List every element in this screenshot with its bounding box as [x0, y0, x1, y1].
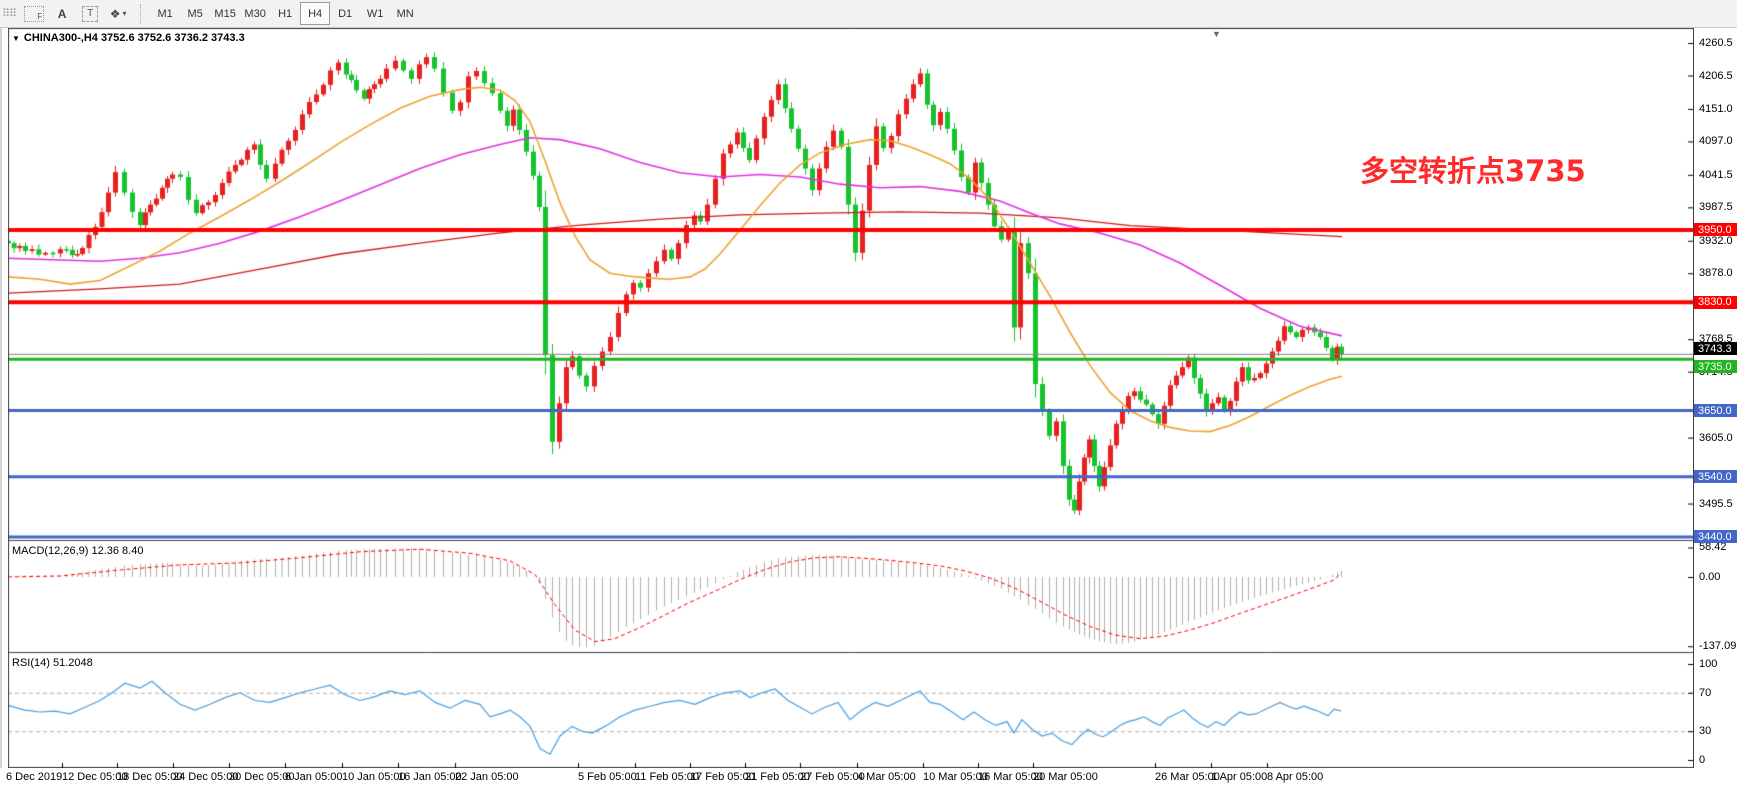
time-axis[interactable]: 6 Dec 2019 12 Dec 05:00 18 Dec 05:00 24 Dec…	[0, 768, 1737, 792]
rsi-tick-label: 30	[1699, 725, 1712, 738]
toolbar-drag-handle-icon[interactable]: ⠿⠿	[2, 8, 17, 20]
price-tick-label: 4097.0	[1699, 135, 1733, 148]
chart-left-frame	[0, 28, 8, 768]
level-price-label-3650.0: 3650.0	[1694, 404, 1737, 418]
price-tick-label: 3987.5	[1699, 201, 1733, 214]
text-label-a-icon[interactable]: A	[57, 6, 67, 21]
timeframe-button-m15[interactable]: M15	[214, 7, 236, 20]
macd-tick-label: 0.00	[1699, 571, 1721, 583]
timeframe-button-m30[interactable]: M30	[244, 7, 266, 20]
date-tick-label: 6 Jan 05:00	[285, 771, 343, 783]
date-tick-label: 27 Feb 05:00	[800, 771, 865, 783]
date-tick-label: 6 Dec 2019	[6, 771, 63, 783]
level-price-label-3540.0: 3540.0	[1694, 470, 1737, 484]
price-tick-label: 4260.5	[1699, 37, 1733, 49]
date-tick-label: 16 Mar 05:00	[978, 771, 1043, 783]
macd-indicator-label: MACD(12,26,9) 12.36 8.40	[12, 545, 144, 557]
symbol-ohlc-text: CHINA300-,H4 3752.6 3752.6 3736.2 3743.3	[23, 32, 245, 44]
toolbar-separator	[140, 3, 142, 24]
price-tick-label: 3768.5	[1699, 333, 1733, 346]
date-tick-label: 22 Jan 05:00	[455, 771, 519, 783]
level-price-label-3950.0: 3950.0	[1694, 223, 1737, 237]
price-tick-label: 3932.0	[1699, 234, 1733, 247]
date-tick-label: 10 Mar 05:00	[923, 771, 988, 783]
chart-title[interactable]: ▼ CHINA300-,H4 3752.6 3752.6 3736.2 3743.…	[12, 32, 245, 44]
grid-f-icon[interactable]: F	[24, 5, 45, 22]
date-tick-label: 30 Dec 05:00	[229, 771, 295, 783]
date-tick-label: 8 Apr 05:00	[1267, 771, 1324, 783]
macd-tick-label: 58.42	[1699, 541, 1727, 554]
price-tick-label: 4041.5	[1699, 168, 1733, 181]
symbol-dropdown-icon[interactable]: ▼	[12, 34, 20, 43]
price-tick-label: 3605.0	[1699, 431, 1733, 444]
timeframe-button-d1[interactable]: D1	[338, 7, 353, 20]
timeframe-button-mn[interactable]: MN	[396, 7, 414, 20]
rsi-tick-label: 70	[1699, 686, 1712, 699]
rsi-tick-label: 100	[1699, 658, 1718, 670]
date-tick-label: 17 Feb 05:00	[690, 771, 755, 783]
timeframe-button-h4[interactable]: H4	[300, 2, 331, 25]
date-tick-label: 4 Mar 05:00	[857, 771, 916, 783]
chart-shift-marker-icon[interactable]: ▼	[1212, 29, 1221, 39]
date-tick-label: 12 Dec 05:00	[62, 771, 128, 783]
chart-style-button[interactable]: ❖ ▾	[106, 2, 130, 26]
timeframe-button-w1[interactable]: W1	[366, 7, 384, 20]
date-tick-label: 26 Mar 05:00	[1155, 771, 1220, 783]
timeframe-group: M1 M5 M15 M30 H1 H4 D1 W1 MN	[150, 2, 420, 25]
chevron-down-icon: ▾	[122, 9, 127, 18]
bull-bear-pivot-annotation: 多空转折点3735	[1360, 154, 1586, 188]
price-tick-label: 3495.5	[1699, 497, 1733, 510]
timeframe-button-m5[interactable]: M5	[187, 7, 203, 20]
macd-tick-label: -137.09	[1699, 640, 1737, 653]
level-price-label-3440.0: 3440.0	[1694, 530, 1737, 544]
timeframe-button-m1[interactable]: M1	[157, 7, 173, 20]
price-tick-label: 4151.0	[1699, 102, 1733, 115]
price-tick-label: 4206.5	[1699, 69, 1733, 82]
level-price-label-3735.0: 3735.0	[1694, 360, 1737, 374]
main-chart-canvas[interactable]	[8, 28, 1693, 768]
timeframe-button-h1[interactable]: H1	[278, 7, 293, 20]
price-axis[interactable]: 4260.5 4206.5 4151.0 4097.0 4041.5 3987.5 3932…	[1693, 28, 1737, 768]
rsi-indicator-label: RSI(14) 51.2048	[12, 657, 93, 669]
date-tick-label: 18 Dec 05:00	[117, 771, 183, 783]
date-tick-label: 21 Feb 05:00	[745, 771, 810, 783]
text-box-t-icon[interactable]: T	[82, 5, 99, 22]
date-tick-label: 5 Feb 05:00	[578, 771, 637, 783]
top-toolbar: ⠿⠿ F A T ❖ ▾ M1 M5 M15 M30 H1 H4 D1 W1 MN	[0, 0, 1737, 28]
date-tick-label: 10 Jan 05:00	[342, 771, 406, 783]
level-price-label-3830.0: 3830.0	[1694, 295, 1737, 309]
date-tick-label: 24 Dec 05:00	[173, 771, 239, 783]
date-tick-label: 20 Mar 05:00	[1033, 771, 1098, 783]
date-tick-label: 1 Apr 05:00	[1211, 771, 1268, 783]
date-tick-label: 11 Feb 05:00	[635, 771, 700, 783]
price-tick-label: 3878.0	[1699, 267, 1733, 280]
level-price-label-3743.3: 3743.3	[1694, 342, 1737, 356]
rsi-tick-label: 0	[1699, 754, 1706, 766]
style-diamond-icon: ❖	[109, 6, 121, 21]
chart-window: ▼ ▼ CHINA300-,H4 3752.6 3752.6 3736.2 374…	[0, 28, 1737, 792]
date-tick-label: 16 Jan 05:00	[398, 771, 462, 783]
